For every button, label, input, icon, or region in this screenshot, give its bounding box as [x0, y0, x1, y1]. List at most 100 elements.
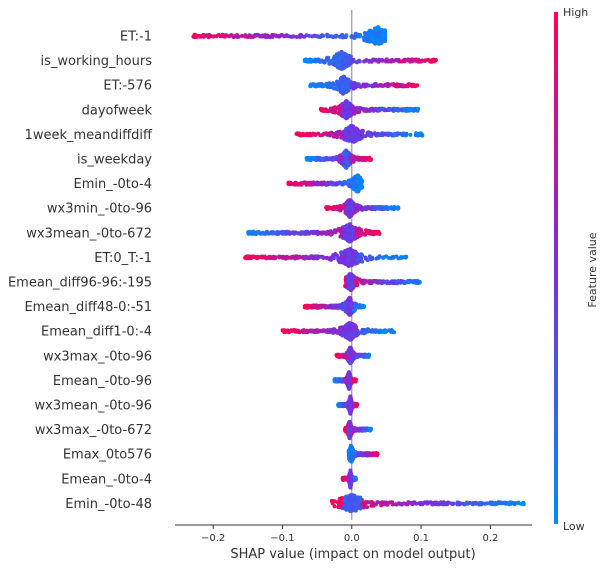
shap-point [349, 327, 354, 332]
shap-point [309, 254, 314, 259]
shap-point [353, 135, 358, 140]
shap-point [373, 132, 378, 137]
shap-point [337, 56, 342, 61]
shap-point [345, 355, 350, 359]
shap-point [390, 255, 395, 260]
shap-point [389, 59, 394, 64]
shap-point [332, 105, 337, 110]
feature-row-points [302, 49, 438, 71]
shap-point [358, 185, 363, 190]
shap-point [397, 131, 402, 136]
shap-point [354, 228, 359, 233]
shap-point [379, 30, 383, 34]
shap-point [222, 34, 227, 39]
shap-point [383, 131, 388, 136]
shap-point [343, 326, 348, 331]
shap-point [311, 303, 316, 308]
feature-label: wx3mean_-0to-96 [35, 399, 152, 414]
feature-row-points [191, 25, 387, 46]
feature-row-points [302, 295, 367, 317]
shap-point [326, 328, 331, 333]
shap-point [305, 256, 310, 260]
shap-point [264, 231, 269, 236]
shap-point [394, 57, 399, 62]
shap-point [322, 131, 326, 136]
shap-point [408, 57, 413, 62]
shap-point [404, 254, 409, 259]
shap-point [325, 55, 330, 60]
shap-point [354, 34, 359, 38]
feature-row-points [332, 370, 358, 391]
shap-outlier-point [315, 230, 320, 234]
feature-label: Emean_diff96-96:-195 [8, 276, 152, 291]
shap-point [352, 378, 356, 383]
shap-point [372, 328, 377, 333]
shap-point [367, 58, 372, 63]
shap-point [338, 332, 343, 336]
shap-point [416, 106, 421, 111]
shap-point [423, 58, 428, 63]
shap-outlier-point [286, 329, 290, 334]
shap-point [192, 33, 197, 38]
shap-point [331, 110, 336, 115]
shap-point [356, 175, 361, 180]
shap-outlier-point [252, 231, 257, 236]
shap-point [288, 181, 293, 186]
feature-label: ET:-576 [103, 79, 152, 94]
shap-point [349, 337, 354, 342]
shap-point [328, 106, 333, 111]
shap-point [321, 108, 326, 113]
shap-point [367, 28, 372, 33]
shap-point [249, 34, 254, 39]
feature-row-points [343, 272, 422, 293]
shap-point [352, 80, 357, 85]
shap-point [313, 59, 318, 64]
shap-point [307, 33, 312, 38]
beeswarm-points [191, 25, 526, 514]
shap-point [345, 278, 350, 283]
shap-point [350, 108, 355, 113]
shap-point [348, 360, 352, 365]
shap-point [345, 258, 350, 263]
shap-point [346, 228, 351, 233]
shap-point [325, 182, 329, 187]
shap-point [296, 132, 301, 137]
shap-point [338, 256, 343, 261]
shap-point [365, 327, 370, 332]
feature-label: Emin_-0to-4 [74, 177, 152, 192]
shap-point [331, 62, 336, 67]
shap-point [361, 156, 366, 161]
shap-point [351, 253, 356, 258]
shap-point [354, 106, 359, 111]
shap-point [396, 256, 401, 261]
shap-point [365, 131, 370, 136]
shap-point [387, 131, 392, 136]
shap-point [313, 133, 318, 137]
shap-point [342, 87, 347, 92]
shap-point [405, 106, 410, 111]
shap-point [357, 58, 362, 63]
shap-point [327, 34, 332, 39]
shap-point [295, 181, 300, 186]
shap-point [350, 124, 355, 129]
shap-point [330, 181, 335, 186]
shap-point [359, 256, 363, 261]
shap-point [299, 33, 304, 37]
shap-point [365, 205, 370, 210]
shap-point [338, 353, 343, 358]
shap-point [416, 59, 421, 64]
shap-point [315, 34, 320, 39]
shap-point [408, 132, 413, 137]
shap-point [239, 34, 244, 38]
shap-point [370, 256, 375, 261]
shap-point [354, 126, 358, 131]
shap-point [404, 132, 409, 137]
shap-point [354, 325, 359, 330]
shap-point [338, 234, 343, 239]
shap-point [346, 263, 351, 268]
feature-label: Emean_-0to-96 [53, 374, 152, 389]
shap-point [345, 159, 350, 164]
feature-label: is_weekday [77, 153, 152, 168]
shap-point [348, 198, 353, 203]
shap-point [379, 39, 384, 44]
